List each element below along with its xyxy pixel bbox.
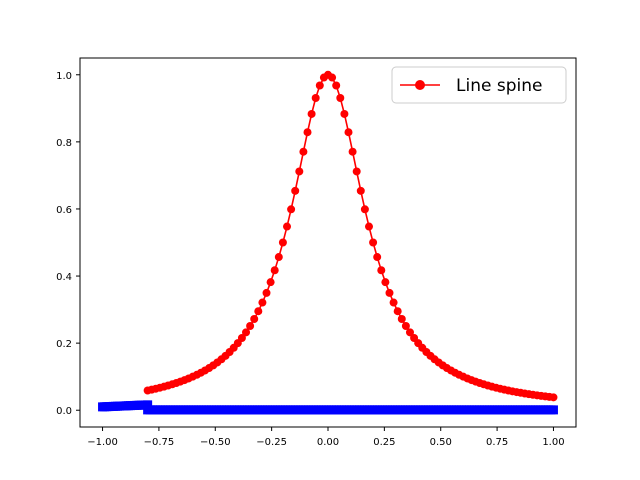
red-series-line [147,73,554,399]
red-series-marker [381,278,390,287]
red-series-marker [373,253,382,262]
red-series-marker [385,288,394,297]
red-series-marker [401,322,410,331]
red-series-marker [360,205,369,214]
x-tick-label: 0.75 [486,437,508,448]
axes: −1.00 −0.75 −0.50 −0.25 0.00 0.25 0.50 0.75 1.00… [56,57,577,448]
red-series-marker [389,298,398,307]
legend-box [391,66,567,104]
red-series-marker [258,298,267,307]
red-series-marker [397,315,406,324]
y-tick-label: 0.2 [56,339,72,350]
red-series-marker [242,328,251,337]
red-series-marker [364,222,373,231]
red-series-marker [405,328,414,337]
y-tick-label: 0.0 [56,406,72,417]
red-series-marker [283,222,292,231]
red-series-marker [307,109,316,118]
y-tick-label: 0.4 [56,272,72,283]
legend: Line spine [391,66,567,104]
x-tick-label: 0.50 [430,437,452,448]
red-series-marker [303,128,312,137]
red-series-marker [311,93,320,102]
x-tick-label: 0.00 [317,437,339,448]
red-series-marker [278,238,287,247]
legend-label: Line spine [456,76,542,96]
y-tick-label: 0.6 [56,205,72,216]
red-series-marker [287,205,296,214]
x-tick-label: −0.50 [200,437,231,448]
red-series-marker [274,253,283,262]
plot-area [98,70,558,415]
red-series-marker [377,266,386,275]
red-series-marker [393,307,402,316]
red-series-marker [270,266,279,275]
red-series-marker [299,147,308,156]
red-series-marker [356,186,365,195]
red-series-marker [266,278,275,287]
red-series-marker [246,322,255,331]
red-series-marker [348,147,357,156]
y-tick-label: 0.8 [56,138,72,149]
legend-marker-handle [415,80,425,90]
blue-series-marker [548,405,558,415]
x-tick-label: 1.00 [542,437,564,448]
x-tick-label: −0.75 [144,437,175,448]
red-series-marker [315,81,324,90]
x-tick-label: 0.25 [373,437,395,448]
red-series-marker [295,167,304,176]
red-series-marker [332,81,341,90]
red-series-marker [250,315,259,324]
red-series-marker [549,393,558,402]
y-tick-label: 1.0 [56,71,72,82]
x-tick-label: −0.25 [256,437,287,448]
red-series-marker [369,238,378,247]
red-series-marker [254,307,263,316]
red-series-marker [291,186,300,195]
red-series-marker [336,93,345,102]
red-series-marker [340,109,349,118]
red-series-marker [352,167,361,176]
red-series-marker [262,288,271,297]
red-series-marker [237,334,246,343]
axes-frame [79,57,577,428]
red-series-marker [344,128,353,137]
red-series-marker [328,73,337,82]
x-tick-label: −1.00 [87,437,118,448]
